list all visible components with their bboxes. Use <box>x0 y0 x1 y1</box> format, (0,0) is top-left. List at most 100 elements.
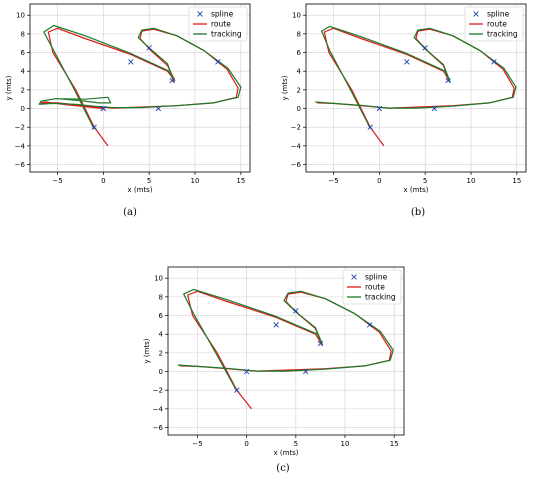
series-spline-point <box>215 59 221 65</box>
series-route-line <box>40 27 239 147</box>
y-tick-label: −6 <box>15 161 26 169</box>
legend-marker-spline <box>197 11 203 17</box>
y-tick-label: 2 <box>159 349 163 357</box>
x-tick-label: 5 <box>294 440 298 448</box>
y-tick-label: 8 <box>21 30 25 38</box>
series-spline-point <box>155 105 162 112</box>
x-tick-label: 15 <box>390 440 399 448</box>
y-tick-label: −6 <box>291 161 302 169</box>
series-spline-point <box>273 322 279 328</box>
caption-3: (c) <box>276 463 290 474</box>
y-tick-label: 6 <box>21 49 26 57</box>
y-tick-label: 4 <box>159 331 164 339</box>
legend-label-route: route <box>211 20 231 29</box>
y-tick-label: 4 <box>21 68 26 76</box>
y-tick-label: −2 <box>291 124 301 132</box>
y-tick-label: 0 <box>21 105 25 113</box>
y-tick-label: 10 <box>154 275 163 283</box>
series-spline-point <box>491 59 497 65</box>
series-spline-point <box>367 124 373 130</box>
series-tracking-line <box>315 25 517 129</box>
legend-label-spline: spline <box>211 10 234 19</box>
y-axis-label: y (mts) <box>281 75 289 100</box>
y-tick-label: 10 <box>292 12 301 20</box>
series-spline-point <box>302 368 309 375</box>
series-tracking-line <box>177 288 394 392</box>
x-tick-label: −5 <box>52 177 62 185</box>
legend-label-tracking: tracking <box>487 30 518 39</box>
y-tick-label: 4 <box>297 68 302 76</box>
caption-1: (a) <box>123 207 137 218</box>
legend-box <box>342 269 402 305</box>
series-spline-point <box>128 59 134 65</box>
y-tick-label: 0 <box>159 368 163 376</box>
x-tick-label: 15 <box>512 177 521 185</box>
x-axis-label: x (mts) <box>273 449 298 457</box>
chart-panel-3: −5 0 5 10 15 −6 −4 −2 0 2 4 6 8 10 x (mts) y (mts) splin… <box>143 266 405 457</box>
y-tick-label: −6 <box>153 424 164 432</box>
x-tick-label: 0 <box>377 177 381 185</box>
plot-frame <box>305 3 527 173</box>
plot-frame <box>29 3 251 173</box>
legend-label-tracking: tracking <box>211 30 242 39</box>
x-tick-label: −5 <box>328 177 338 185</box>
y-tick-label: 6 <box>159 312 164 320</box>
y-tick-label: 10 <box>16 12 25 20</box>
caption-2: (b) <box>411 207 425 218</box>
x-tick-label: −5 <box>192 440 202 448</box>
series-spline-point <box>404 59 410 65</box>
series-spline-point <box>293 308 299 314</box>
x-axis-label: x (mts) <box>127 186 152 194</box>
series-spline-point <box>100 105 107 112</box>
plot-frame <box>167 266 405 436</box>
x-tick-label: 0 <box>244 440 248 448</box>
y-tick-label: 8 <box>297 30 301 38</box>
series-spline-point <box>422 45 428 51</box>
x-tick-label: 15 <box>236 177 245 185</box>
legend-box <box>464 6 524 42</box>
y-tick-label: 8 <box>159 293 163 301</box>
series-spline-point <box>91 124 97 130</box>
chart-panel-2: −5 0 5 10 15 −6 −4 −2 0 2 4 6 8 10 x (mts) y (mts) splin… <box>281 3 527 194</box>
legend-label-route: route <box>487 20 507 29</box>
x-axis-label: x (mts) <box>403 186 428 194</box>
y-axis-label: y (mts) <box>143 338 151 363</box>
x-tick-label: 0 <box>101 177 105 185</box>
series-spline-point <box>317 340 324 347</box>
legend-label-tracking: tracking <box>365 293 396 302</box>
y-tick-label: −2 <box>153 387 163 395</box>
x-tick-label: 10 <box>191 177 200 185</box>
series-route-line <box>179 290 392 410</box>
legend-marker-spline <box>473 11 479 17</box>
series-spline-point <box>234 387 240 393</box>
x-tick-label: 10 <box>467 177 476 185</box>
legend-marker-spline <box>351 274 357 280</box>
y-tick-label: 0 <box>297 105 301 113</box>
series-spline-point <box>169 77 175 84</box>
series-route-line <box>316 27 515 147</box>
y-tick-label: 2 <box>297 86 301 94</box>
y-tick-label: 6 <box>297 49 302 57</box>
y-axis-label: y (mts) <box>5 75 13 100</box>
legend-label-spline: spline <box>365 273 388 282</box>
x-tick-label: 5 <box>147 177 151 185</box>
chart-panel-1: −5 0 5 10 15 −6 −4 −2 0 2 4 6 8 10 x (mts) y (mts) splin… <box>5 3 251 194</box>
x-tick-label: 5 <box>423 177 427 185</box>
legend-label-spline: spline <box>487 10 510 19</box>
series-spline-point <box>366 322 373 328</box>
series-spline-point <box>431 105 438 112</box>
legend-label-route: route <box>365 283 385 292</box>
series-spline-point <box>445 77 451 84</box>
series-spline-point <box>146 45 152 51</box>
y-tick-label: −4 <box>15 142 26 150</box>
series-tracking-line <box>38 24 242 130</box>
series-spline-point <box>376 105 383 112</box>
legend-box <box>188 6 248 42</box>
y-tick-label: 2 <box>21 86 25 94</box>
x-tick-label: 10 <box>341 440 350 448</box>
y-tick-label: −4 <box>153 405 164 413</box>
